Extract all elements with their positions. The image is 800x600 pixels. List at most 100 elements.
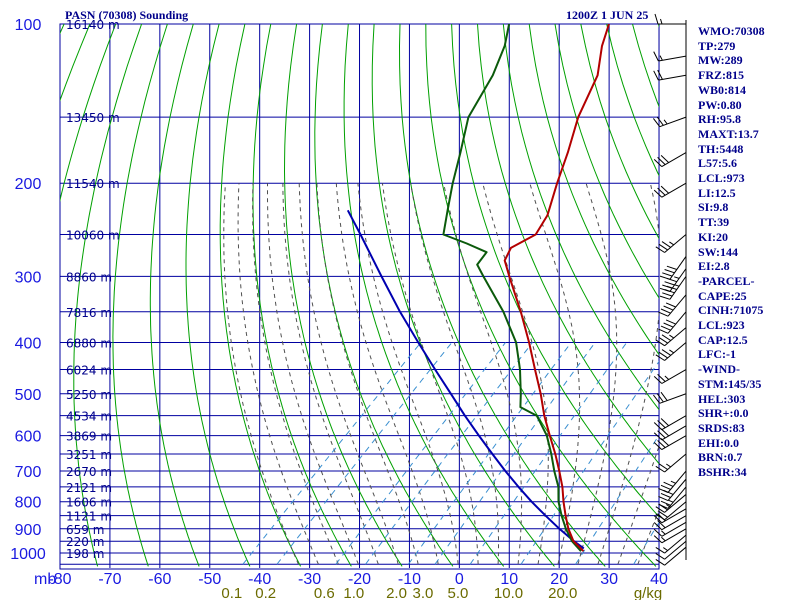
wind-barb-staff xyxy=(664,540,687,560)
sounding-time: 1200Z 1 JUN 25 xyxy=(566,8,649,22)
wind-barb-staff xyxy=(661,415,687,431)
temperature-tick-label: 0 xyxy=(455,571,464,588)
height-label: 6880 m xyxy=(66,336,112,350)
wind-barb-flag xyxy=(658,487,669,493)
wind-barb-half-flag xyxy=(660,18,663,25)
moist-adiabat-line xyxy=(237,183,319,565)
temperature-tick-label: 10 xyxy=(500,571,518,588)
sounding-profiles xyxy=(346,24,610,552)
wind-barb-staff xyxy=(661,515,687,531)
sounding-index-item: L57:5.6 xyxy=(698,156,737,171)
wind-barb-flag xyxy=(659,287,671,292)
temperature-tick-label: -40 xyxy=(248,571,271,588)
moist-adiabat-line xyxy=(282,183,379,565)
wind-barb-staff xyxy=(664,453,687,473)
dry-adiabat-line xyxy=(73,24,143,567)
wind-barb xyxy=(659,268,687,292)
dry-adiabat-line xyxy=(371,24,555,567)
wind-barb-staff xyxy=(664,534,687,554)
dewpoint-trace xyxy=(442,24,582,552)
dry-adiabat-line xyxy=(476,24,659,465)
mixing-ratio-line xyxy=(469,342,628,565)
wind-barb-flag xyxy=(662,292,673,297)
wind-barb-staff xyxy=(661,521,687,537)
mixing-ratio-label: 10.0 xyxy=(494,585,523,600)
sounding-index-item: SW:144 xyxy=(698,244,739,259)
temperature-tick-label: -20 xyxy=(348,571,371,588)
sounding-index-item: CAPE:25 xyxy=(698,288,747,303)
wind-barb xyxy=(658,311,687,334)
wind-barb xyxy=(653,391,687,404)
wind-barb-staff xyxy=(667,470,687,493)
dry-adiabat-line xyxy=(528,24,659,356)
dry-adiabat-line xyxy=(777,0,800,566)
wind-barb xyxy=(655,342,687,361)
wind-barb xyxy=(655,540,687,560)
wind-barb-flag xyxy=(653,394,661,404)
mixing-ratio-unit-label: g/kg xyxy=(634,585,662,600)
mixing-ratio-line xyxy=(434,342,596,565)
sounding-index-item: TH:5448 xyxy=(698,141,744,156)
wind-barb-flag xyxy=(658,510,668,518)
sounding-index-item: WMO:70308 xyxy=(698,24,765,38)
wind-barb-staff xyxy=(658,74,687,81)
dry-adiabat-line xyxy=(343,24,505,567)
sounding-index-item: BRN:0.7 xyxy=(698,450,743,465)
sounding-index-item: MW:289 xyxy=(698,53,743,68)
sounding-index-item: LCL:923 xyxy=(698,318,745,333)
sounding-index-item: -WIND- xyxy=(698,362,740,377)
wind-barb-half-flag xyxy=(661,530,666,535)
wind-barb-flag xyxy=(655,546,665,554)
pressure-tick-label: 900 xyxy=(15,522,42,539)
wind-barb-flag xyxy=(665,319,676,325)
sounding-index-item: SI:9.8 xyxy=(698,200,729,215)
wind-barb xyxy=(653,515,687,531)
moist-adiabat-line xyxy=(529,183,581,565)
mixing-ratio-label: 20.0 xyxy=(548,585,577,600)
sounding-index-item: TP:279 xyxy=(698,38,736,53)
dry-adiabat-line xyxy=(554,24,659,299)
pressure-tick-label: 300 xyxy=(15,269,42,286)
wind-barb-flag xyxy=(653,118,661,128)
temperature-tick-label: 30 xyxy=(600,571,618,588)
wind-barb-flag xyxy=(655,553,665,560)
dry-adiabat-line xyxy=(580,24,659,240)
moist-adiabat-line xyxy=(617,444,659,565)
wind-barb xyxy=(658,294,687,317)
height-label: 2670 m xyxy=(66,465,112,479)
wind-barb-staff xyxy=(661,528,687,544)
height-label: 3251 m xyxy=(66,448,112,462)
wind-barb xyxy=(658,486,687,509)
sounding-index-item: TT:39 xyxy=(698,215,730,230)
wind-barb xyxy=(655,501,687,521)
wind-barb-flag xyxy=(655,506,665,513)
wind-barb xyxy=(658,470,687,493)
pressure-tick-label: 100 xyxy=(15,17,42,34)
dry-adiabat-line xyxy=(502,24,659,411)
sounding-index-item: -PARCEL- xyxy=(698,273,755,288)
mixing-ratio-label: 0.1 xyxy=(221,585,242,600)
wind-barb-flag xyxy=(657,187,666,196)
moist-adiabat-line xyxy=(316,183,419,565)
wind-barb-flag xyxy=(657,157,666,165)
wind-barb-flag xyxy=(655,513,665,521)
temperature-tick-label: 20 xyxy=(550,571,568,588)
wind-barb-flag xyxy=(660,325,671,331)
pressure-tick-label: 200 xyxy=(15,176,42,193)
wind-barb-staff xyxy=(664,501,687,521)
temperature-tick-label: 40 xyxy=(650,571,668,588)
sounding-index-item: CINH:71075 xyxy=(698,303,764,318)
height-label: 1606 m xyxy=(66,496,112,510)
wind-barb-flag xyxy=(660,185,670,194)
wind-barb-flag xyxy=(659,275,671,280)
sounding-index-item: HEL:303 xyxy=(698,391,746,406)
wind-barb-flag xyxy=(660,418,670,427)
height-label: 13450 m xyxy=(66,111,120,125)
mixing-ratio-line xyxy=(335,342,506,565)
mixing-ratio-line xyxy=(365,342,533,565)
wind-barb-flag xyxy=(664,269,675,274)
wind-barb-half-flag xyxy=(669,241,674,246)
wind-barb-half-flag xyxy=(669,349,674,354)
wind-barb-half-flag xyxy=(664,375,670,380)
wind-barb xyxy=(655,546,687,566)
